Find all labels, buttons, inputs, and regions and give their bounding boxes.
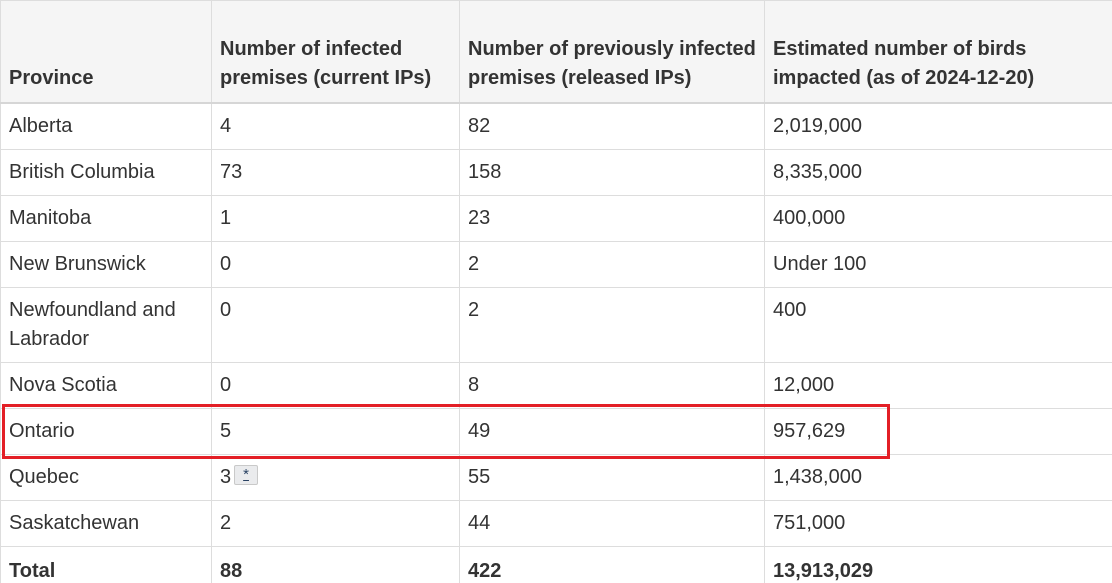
province-cell: Ontario [0,408,212,455]
table-row-highlighted: Ontario 5 49 957,629 [0,408,1112,455]
table-row: Quebec 3 * 55 1,438,000 [0,454,1112,501]
released-ips-cell: 23 [459,195,765,242]
current-ips-cell: 3 * [211,454,460,501]
current-ips-cell: 0 [211,241,460,288]
province-cell: New Brunswick [0,241,212,288]
total-current-ips: 88 [211,546,460,583]
header-province: Province [0,0,212,104]
released-ips-cell: 55 [459,454,765,501]
total-row: Total 88 422 13,913,029 [0,546,1112,583]
total-label: Total [0,546,212,583]
released-ips-cell: 8 [459,362,765,409]
birds-impacted-cell: 957,629 [764,408,1112,455]
header-birds-impacted: Estimated number of birds impacted (as o… [764,0,1112,104]
province-cell: Nova Scotia [0,362,212,409]
birds-impacted-cell: 12,000 [764,362,1112,409]
birds-impacted-cell: 2,019,000 [764,102,1112,150]
province-cell: British Columbia [0,149,212,196]
released-ips-cell: 82 [459,102,765,150]
total-released-ips: 422 [459,546,765,583]
table-row: Manitoba 1 23 400,000 [0,195,1112,242]
current-ips-cell: 73 [211,149,460,196]
birds-impacted-cell: 1,438,000 [764,454,1112,501]
current-ips-cell: 1 [211,195,460,242]
footnote-link[interactable]: * [234,465,258,485]
birds-impacted-cell: 400,000 [764,195,1112,242]
table-row: Alberta 4 82 2,019,000 [0,102,1112,150]
released-ips-cell: 158 [459,149,765,196]
birds-impacted-cell: Under 100 [764,241,1112,288]
total-birds-impacted: 13,913,029 [764,546,1112,583]
current-ips-cell: 0 [211,362,460,409]
table-row: Saskatchewan 2 44 751,000 [0,500,1112,547]
birds-impacted-cell: 400 [764,287,1112,363]
province-cell: Saskatchewan [0,500,212,547]
birds-impacted-cell: 8,335,000 [764,149,1112,196]
header-current-ips: Number of infected premises (current IPs… [211,0,460,104]
released-ips-cell: 2 [459,241,765,288]
table-row: New Brunswick 0 2 Under 100 [0,241,1112,288]
released-ips-cell: 44 [459,500,765,547]
current-ips-cell: 0 [211,287,460,363]
province-cell: Quebec [0,454,212,501]
table-row: Nova Scotia 0 8 12,000 [0,362,1112,409]
current-ips-cell: 2 [211,500,460,547]
table-row: British Columbia 73 158 8,335,000 [0,149,1112,196]
province-cell: Alberta [0,102,212,150]
released-ips-cell: 49 [459,408,765,455]
province-cell: Newfoundland and Labrador [0,287,212,363]
table-header-row: Province Number of infected premises (cu… [0,0,1112,104]
birds-impacted-cell: 751,000 [764,500,1112,547]
current-ips-cell: 4 [211,102,460,150]
current-ips-value: 3 [220,466,232,488]
province-cell: Manitoba [0,195,212,242]
header-released-ips: Number of previously infected premises (… [459,0,765,104]
table-row: Newfoundland and Labrador 0 2 400 [0,287,1112,363]
current-ips-cell: 5 [211,408,460,455]
released-ips-cell: 2 [459,287,765,363]
